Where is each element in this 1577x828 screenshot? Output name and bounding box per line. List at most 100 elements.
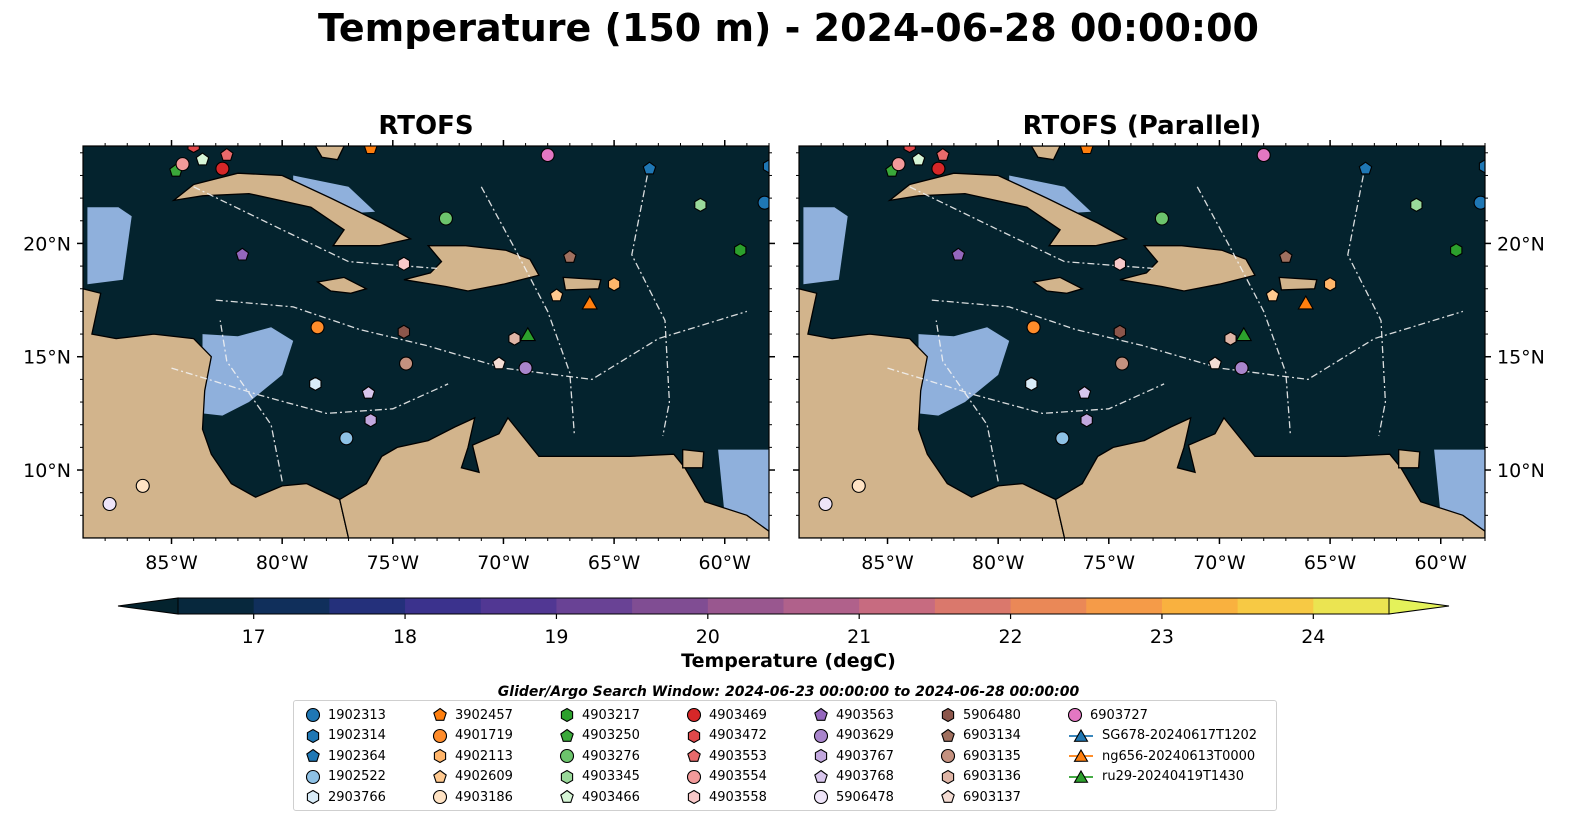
colorbar-tick-label: 19 [544,626,568,648]
lon-tick-label: 85°W [145,552,198,574]
hexagon-icon [687,789,701,805]
pentagon-icon [560,789,574,803]
eez-boundary [193,186,438,270]
float-4903767 [1080,413,1093,428]
eez-boundary [935,320,999,482]
float-4903345 [694,197,707,213]
legend-item-SG678-20240617T1202: SG678-20240617T1202 [1066,727,1257,745]
float-6903137 [492,356,506,370]
lon-tick-label: 65°W [1304,552,1357,574]
legend-label: 6903134 [963,728,1021,743]
land-cuba [887,172,1129,247]
eez-boundary [1196,186,1291,434]
float-4903629 [518,361,533,376]
float-6903136 [508,331,521,346]
legend-item-4903276: 4903276 [558,747,640,765]
circle-icon [305,769,321,784]
float-5906478 [102,496,117,512]
eez-boundary [215,299,748,381]
triangle-line-icon [1069,769,1093,783]
lat-tick-label: 20°N [1497,233,1545,255]
land-cuba [171,172,413,247]
circle-icon [305,707,321,723]
lat-tick-label: 10°N [23,460,71,482]
legend-label: 4903554 [709,769,767,784]
float-6903134 [563,249,577,263]
land-puertorico [1278,276,1318,291]
float-4901719 [1026,320,1041,335]
float-4903466 [195,152,210,166]
float-4903768 [1077,385,1092,399]
colorbar-segment [934,598,1012,614]
legend-label: 1902522 [328,769,386,784]
lon-tick-label: 60°W [1415,552,1468,574]
hexagon-icon [941,707,955,723]
legend-label: 1902313 [328,707,386,723]
legend-label: 2903766 [328,789,386,805]
legend-item-5906478: 5906478 [812,788,894,806]
float-6903727 [540,148,555,163]
colorbar-segment [707,598,784,614]
hexagon-icon [433,748,447,764]
legend-item-4903563: 4903563 [812,706,894,724]
legend: 1902313 1902314 1902364 1902522 2903766 39024… [293,700,1277,811]
legend-item-5906480: 5906480 [939,706,1021,724]
glider-ru29-20240419T1430 [519,326,537,342]
float-4903276 [1154,211,1169,226]
colorbar-extend-high [1388,597,1450,615]
circle-icon [559,748,575,764]
colorbar-tick-label: 24 [1301,626,1325,648]
legend-label: 6903727 [1090,707,1148,723]
lon-tick-label: 75°W [1083,552,1136,574]
legend-label: 4903558 [709,789,767,805]
float-1902522 [339,431,354,446]
land-southamerica [1054,416,1485,538]
lat-tick-label: 20°N [23,233,71,255]
colorbar-tick-label: 23 [1150,626,1174,648]
lat-tick-label: 15°N [1497,347,1545,369]
legend-label: 4903345 [582,769,640,784]
float-4903558 [397,256,411,271]
triangle-line-icon [1069,728,1093,742]
colorbar-segment [405,598,482,614]
pentagon-icon [306,748,320,762]
eez-boundary [219,320,283,482]
float-4902609 [1265,288,1280,302]
float-1902313 [757,195,769,210]
circle-icon [686,769,702,784]
legend-item-4903558: 4903558 [685,788,767,806]
colorbar-segment [329,598,406,614]
circle-icon [686,707,702,723]
legend-label: 1902314 [328,728,386,743]
eez-boundary [909,186,1154,270]
legend-item-6903137: 6903137 [939,788,1021,806]
float-4903553 [936,147,950,161]
legend-item-4903553: 4903553 [685,747,767,765]
legend-label: 4903186 [455,789,513,805]
axis-ticks: 85°W 80°W 75°W 70°W 65°W 60°W 20°N 15°N 10°N [793,140,1545,574]
legend-label: 4903250 [582,728,640,743]
lon-tick-label: 85°W [861,552,914,574]
hexagon-icon [941,769,955,784]
legend-label: 4903768 [836,769,894,784]
colorbar-tick-label: 20 [696,626,720,648]
colorbar-tick-label: 22 [998,626,1022,648]
eez-boundary [480,186,575,434]
float-6903136 [1224,331,1237,346]
shallow-shelf [1009,175,1092,214]
float-4903469 [215,161,230,176]
legend-label: 4903767 [836,748,894,764]
colorbar-segment [632,598,709,614]
circle-icon [940,748,956,764]
shallow-shelf [87,207,132,285]
float-1902313 [1473,195,1485,210]
float-3902457 [1079,146,1094,155]
shallow-shelf [293,175,376,214]
float-4903469 [931,161,946,176]
legend-label: 3902457 [455,707,513,723]
glider-ng656-20240613T0000 [581,294,599,310]
legend-item-4903469: 4903469 [685,706,767,724]
eez-boundary [887,367,1165,415]
legend-item-3902457: 3902457 [431,706,513,724]
shallow-shelf [202,327,294,416]
